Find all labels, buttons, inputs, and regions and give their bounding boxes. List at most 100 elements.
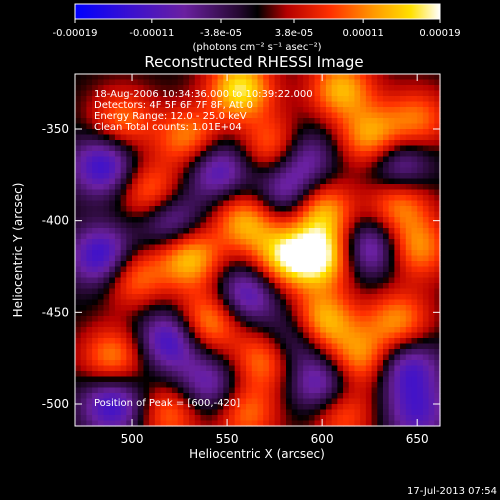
heatmap-cell <box>297 167 304 174</box>
heatmap-cell <box>206 288 213 295</box>
heatmap-cell <box>411 129 418 136</box>
heatmap-cell <box>194 195 202 202</box>
heatmap-cell <box>80 327 87 334</box>
heatmap-cell <box>86 96 93 103</box>
heatmap-cell <box>86 145 93 152</box>
heatmap-cell <box>314 107 321 114</box>
heatmap-cell <box>382 200 390 207</box>
heatmap-cell <box>194 79 202 86</box>
heatmap-cell <box>382 211 390 218</box>
heatmap-cell <box>92 332 99 339</box>
heatmap-cell <box>217 173 224 180</box>
heatmap-cell <box>428 266 435 273</box>
heatmap-cell <box>388 74 395 81</box>
heatmap-cell <box>200 211 207 218</box>
heatmap-cell <box>240 393 247 400</box>
heatmap-cell <box>228 239 236 246</box>
heatmap-cell <box>160 250 167 257</box>
heatmap-cell <box>382 156 390 163</box>
heatmap-cell <box>360 398 367 405</box>
heatmap-cell <box>360 123 367 130</box>
heatmap-cell <box>86 244 93 251</box>
heatmap-cell <box>246 178 253 185</box>
heatmap-cell <box>291 398 299 405</box>
heatmap-cell <box>417 305 424 312</box>
heatmap-cell <box>246 393 253 400</box>
heatmap-cell <box>314 101 321 108</box>
heatmap-cell <box>223 338 230 345</box>
heatmap-cell <box>354 162 361 169</box>
heatmap-cell <box>388 134 395 141</box>
heatmap-cell <box>228 343 236 350</box>
heatmap-cell <box>337 96 344 103</box>
heatmap-cell <box>371 382 378 389</box>
heatmap-cell <box>422 283 430 290</box>
heatmap-cell <box>263 250 270 257</box>
heatmap-cell <box>394 354 401 361</box>
heatmap-cell <box>86 321 93 328</box>
heatmap-cell <box>331 206 338 213</box>
heatmap-cell <box>400 420 407 427</box>
heatmap-cell <box>103 354 110 361</box>
heatmap-cell <box>337 371 344 378</box>
heatmap-cell <box>257 393 264 400</box>
heatmap-cell <box>348 79 356 86</box>
heatmap-cell <box>354 321 361 328</box>
heatmap-cell <box>400 206 407 213</box>
heatmap-cell <box>303 244 310 251</box>
heatmap-cell <box>114 129 122 136</box>
heatmap-cell <box>228 145 236 152</box>
heatmap-cell <box>428 288 435 295</box>
heatmap-cell <box>166 404 173 411</box>
heatmap-cell <box>171 354 179 361</box>
heatmap-cell <box>308 173 316 180</box>
heatmap-cell <box>280 327 287 334</box>
heatmap-cell <box>348 118 356 125</box>
heatmap-cell <box>143 283 150 290</box>
heatmap-cell <box>280 145 287 152</box>
heatmap-cell <box>308 310 316 317</box>
heatmap-cell <box>297 211 304 218</box>
heatmap-cell <box>223 261 230 268</box>
heatmap-cell <box>308 90 316 97</box>
heatmap-cell <box>149 156 156 163</box>
heatmap-cell <box>263 332 270 339</box>
heatmap-cell <box>234 195 241 202</box>
heatmap-cell <box>382 272 390 279</box>
heatmap-cell <box>103 200 110 207</box>
heatmap-cell <box>428 90 435 97</box>
heatmap-cell <box>354 206 361 213</box>
heatmap-cell <box>114 321 122 328</box>
heatmap-cell <box>206 382 213 389</box>
heatmap-cell <box>348 261 356 268</box>
heatmap-cell <box>171 217 179 224</box>
heatmap-cell <box>417 189 424 196</box>
heatmap-cell <box>154 239 162 246</box>
heatmap-cell <box>268 255 276 262</box>
heatmap-cell <box>234 415 241 422</box>
heatmap-cell <box>211 228 219 235</box>
heatmap-cell <box>97 200 105 207</box>
heatmap-cell <box>417 239 424 246</box>
heatmap-cell <box>274 393 281 400</box>
heatmap-cell <box>92 415 99 422</box>
heatmap-cell <box>297 189 304 196</box>
heatmap-cell <box>405 178 413 185</box>
heatmap-cell <box>143 349 150 356</box>
heatmap-cell <box>314 294 321 301</box>
heatmap-cell <box>434 338 441 345</box>
heatmap-cell <box>92 343 99 350</box>
heatmap-cell <box>377 250 384 257</box>
heatmap-cell <box>223 376 230 383</box>
heatmap-cell <box>132 129 139 136</box>
heatmap-cell <box>354 415 361 422</box>
heatmap-cell <box>405 349 413 356</box>
heatmap-cell <box>223 371 230 378</box>
heatmap-cell <box>234 360 241 367</box>
heatmap-cell <box>303 382 310 389</box>
heatmap-cell <box>149 409 156 416</box>
heatmap-cell <box>223 354 230 361</box>
heatmap-cell <box>143 239 150 246</box>
heatmap-cell <box>354 85 361 92</box>
heatmap-cell <box>268 360 276 367</box>
